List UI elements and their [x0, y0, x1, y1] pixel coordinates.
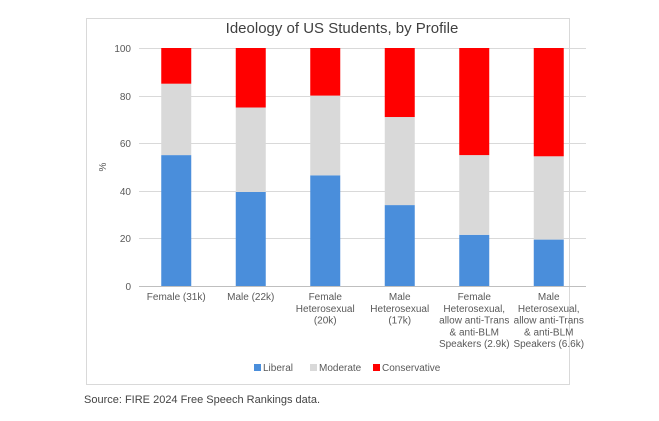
x-axis-labels: Female (31k) Male (22k) Female Heterosexual…: [147, 292, 584, 350]
legend-label-conservative: Conservative: [382, 363, 441, 374]
bar-segment-moderate: [384, 117, 415, 206]
gridlines: [139, 48, 586, 239]
x-tick-label: Female (31k): [147, 292, 206, 303]
x-tick-label: Male Heterosexual, allow anti-Trans & anti-…: [513, 292, 584, 350]
y-tick-label: 40: [120, 187, 132, 198]
bar-segment-conservative: [235, 48, 266, 108]
bars: [161, 48, 564, 286]
y-axis-ticks: 0 20 40 60 80 100: [114, 44, 131, 293]
bar-segment-moderate: [161, 83, 192, 156]
bar-segment-liberal: [384, 205, 415, 286]
y-axis-label: %: [98, 162, 109, 171]
bar-segment-moderate: [310, 95, 341, 176]
bar-segment-moderate: [459, 155, 490, 235]
bar-segment-conservative: [459, 48, 490, 156]
x-tick-label: Male (22k): [227, 292, 274, 303]
legend-label-moderate: Moderate: [319, 363, 362, 374]
bar-segment-moderate: [235, 107, 266, 192]
y-tick-label: 20: [120, 234, 132, 245]
x-tick-label: Female Heterosexual, allow anti-Trans & ant…: [439, 292, 510, 350]
y-tick-label: 0: [125, 282, 131, 293]
y-tick-label: 100: [114, 44, 131, 55]
legend-swatch-conservative: [373, 364, 380, 371]
x-tick-label: Male Heterosexual (17k): [370, 292, 429, 327]
legend-label-liberal: Liberal: [263, 363, 293, 374]
legend-swatch-liberal: [254, 364, 261, 371]
bar-segment-conservative: [310, 48, 341, 96]
bar-segment-liberal: [161, 155, 192, 286]
bar-segment-conservative: [161, 48, 192, 84]
bar-segment-liberal: [533, 239, 564, 286]
chart-title: Ideology of US Students, by Profile: [226, 20, 459, 37]
y-tick-label: 60: [120, 139, 132, 150]
legend: Liberal Moderate Conservative: [254, 363, 441, 374]
bar-segment-conservative: [533, 48, 564, 157]
bar-segment-conservative: [384, 48, 415, 118]
source-note: Source: FIRE 2024 Free Speech Rankings d…: [84, 394, 321, 406]
legend-swatch-moderate: [310, 364, 317, 371]
bar-segment-moderate: [533, 156, 564, 240]
bar-segment-liberal: [310, 175, 341, 286]
x-tick-label: Female Heterosexual (20k): [296, 292, 355, 327]
bar-segment-liberal: [459, 234, 490, 286]
y-tick-label: 80: [120, 92, 132, 103]
bar-segment-liberal: [235, 191, 266, 286]
